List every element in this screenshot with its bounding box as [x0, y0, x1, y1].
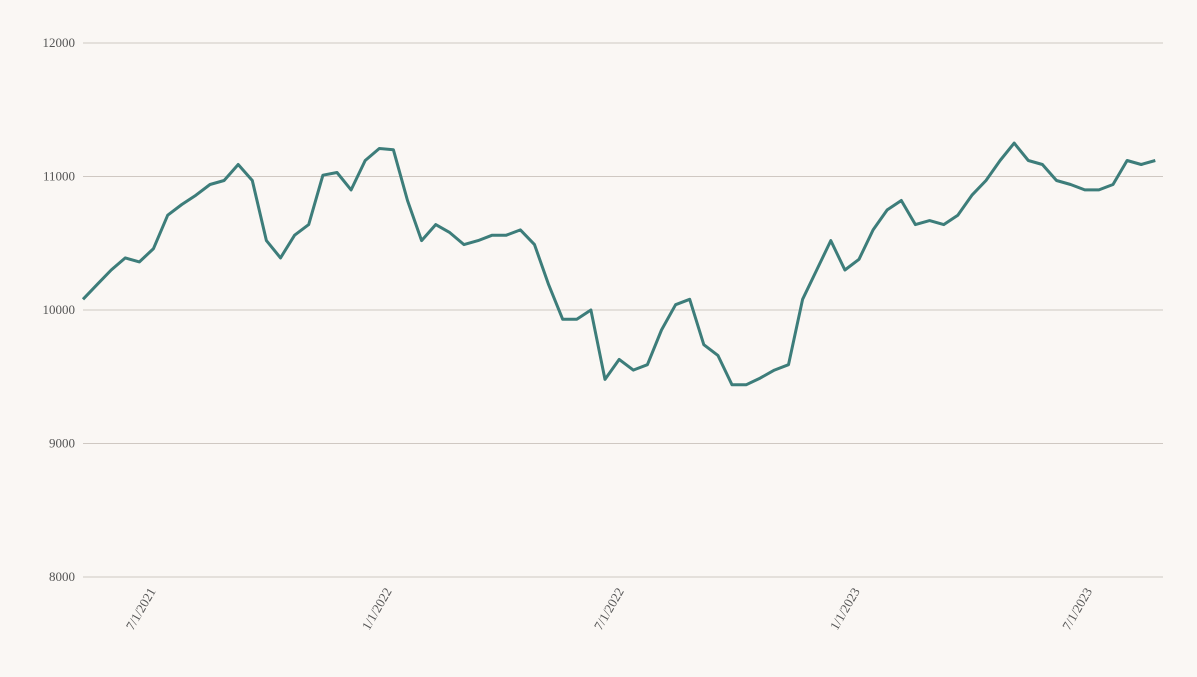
y-tick-label: 8000 [49, 569, 75, 584]
y-tick-label: 10000 [43, 302, 76, 317]
x-tick-label: 7/1/2022 [591, 585, 627, 633]
x-tick-label: 1/1/2022 [359, 585, 395, 633]
y-tick-label: 9000 [49, 436, 75, 451]
y-tick-label: 12000 [43, 35, 76, 50]
x-tick-label: 1/1/2023 [827, 585, 863, 633]
x-tick-label: 7/1/2023 [1059, 585, 1095, 633]
data-line [81, 141, 1156, 387]
x-tick-label: 7/1/2021 [123, 585, 159, 633]
y-tick-label: 11000 [43, 169, 75, 184]
